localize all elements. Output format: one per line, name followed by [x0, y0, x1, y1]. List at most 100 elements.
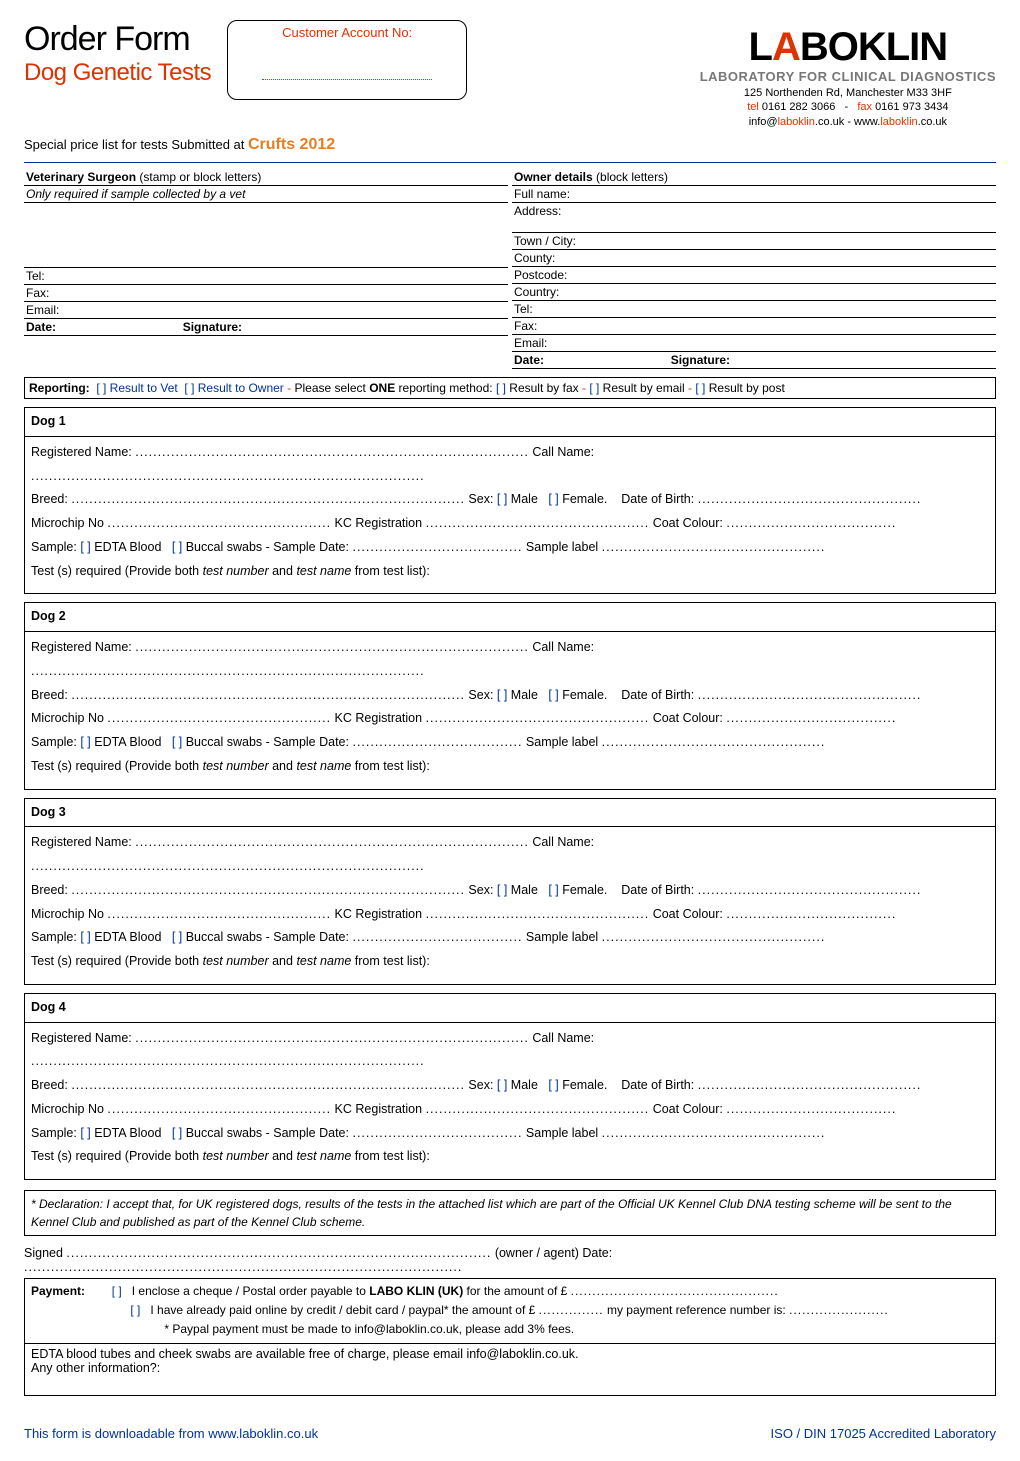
- dog-breed-line[interactable]: Breed: .................................…: [31, 879, 989, 903]
- special-price-line: Special price list for tests Submitted a…: [24, 136, 996, 154]
- checkbox-icon[interactable]: [ ]: [695, 381, 705, 395]
- dog-sample-line[interactable]: Sample: [ ] EDTA Blood [ ] Buccal swabs …: [31, 536, 989, 560]
- checkbox-icon[interactable]: [ ]: [184, 381, 194, 395]
- reporting-owner: Result to Owner: [194, 381, 287, 395]
- logo-post: BOKLIN: [800, 25, 947, 69]
- dog-box: Dog 2 Registered Name: .................…: [24, 602, 996, 789]
- owner-postcode[interactable]: Postcode:: [512, 267, 996, 284]
- vet-note: Only required if sample collected by a v…: [24, 186, 508, 203]
- owner-email[interactable]: Email:: [512, 335, 996, 352]
- owner-date-sig[interactable]: Date: Signature:: [512, 352, 996, 369]
- fax-label: fax: [857, 101, 875, 113]
- checkbox-icon[interactable]: [ ]: [496, 381, 506, 395]
- dog-reg-line[interactable]: Registered Name: .......................…: [31, 1027, 989, 1075]
- vet-blank-1[interactable]: [24, 203, 508, 267]
- dog-box: Dog 4 Registered Name: .................…: [24, 993, 996, 1180]
- dog-box: Dog 1 Registered Name: .................…: [24, 407, 996, 594]
- reporting-email: Result by email: [599, 381, 688, 395]
- reporting-post: Result by post: [705, 381, 784, 395]
- footer-right: ISO / DIN 17025 Accredited Laboratory: [771, 1426, 996, 1441]
- dog-header: Dog 2: [25, 605, 995, 632]
- owner-full-name[interactable]: Full name:: [512, 186, 996, 203]
- dog-breed-line[interactable]: Breed: .................................…: [31, 684, 989, 708]
- vet-fax[interactable]: Fax:: [24, 285, 508, 302]
- dog-chip-line[interactable]: Microchip No ...........................…: [31, 512, 989, 536]
- tel-label: tel: [747, 101, 762, 113]
- logo-phones: tel 0161 282 3066 - fax 0161 973 3434: [700, 100, 996, 115]
- owner-fax[interactable]: Fax:: [512, 318, 996, 335]
- owner-heading-bold: Owner details: [514, 170, 593, 184]
- owner-date-label: Date:: [514, 353, 544, 367]
- logo-tagline: LABORATORY FOR CLINICAL DIAGNOSTICS: [700, 68, 996, 86]
- dog-reg-line[interactable]: Registered Name: .......................…: [31, 831, 989, 879]
- customer-account-box[interactable]: Customer Account No:: [227, 20, 467, 100]
- payment-opt2-pre: I have already paid online by credit / d…: [150, 1303, 538, 1317]
- footer-line2[interactable]: Any other information?:: [31, 1361, 989, 1375]
- owner-country[interactable]: Country:: [512, 284, 996, 301]
- checkbox-icon[interactable]: [ ]: [589, 381, 599, 395]
- owner-town[interactable]: Town / City:: [512, 233, 996, 250]
- vet-heading-rest: (stamp or block letters): [136, 170, 261, 184]
- signed-pre: Signed: [24, 1246, 66, 1260]
- payment-opt1-post: for the amount of £: [463, 1284, 570, 1298]
- separator: [24, 162, 996, 163]
- dog-reg-line[interactable]: Registered Name: .......................…: [31, 441, 989, 489]
- reporting-please2: reporting method:: [395, 381, 496, 395]
- logo-pre: L: [749, 25, 772, 69]
- page-footer: This form is downloadable from www.labok…: [24, 1426, 996, 1441]
- special-pre: Special price list for tests Submitted a…: [24, 137, 248, 152]
- owner-tel[interactable]: Tel:: [512, 301, 996, 318]
- email-post: .co.uk: [815, 116, 844, 128]
- footer-left: This form is downloadable from www.labok…: [24, 1426, 318, 1441]
- owner-column: Owner details (block letters) Full name:…: [512, 169, 996, 369]
- checkbox-icon[interactable]: [ ]: [112, 1284, 122, 1298]
- vet-sig-label: Signature:: [183, 320, 242, 334]
- dog-container: Dog 1 Registered Name: .................…: [24, 407, 996, 1180]
- vet-email[interactable]: Email:: [24, 302, 508, 319]
- dog-tests-line[interactable]: Test (s) required (Provide both test num…: [31, 560, 989, 584]
- checkbox-icon[interactable]: [ ]: [130, 1303, 140, 1317]
- email-pre: info@: [749, 116, 778, 128]
- dog-chip-line[interactable]: Microchip No ...........................…: [31, 903, 989, 927]
- web-pre: - www.: [844, 116, 880, 128]
- logo-block: LABOKLIN LABORATORY FOR CLINICAL DIAGNOS…: [700, 20, 996, 130]
- owner-sig-label: Signature:: [671, 353, 730, 367]
- dog-tests-line[interactable]: Test (s) required (Provide both test num…: [31, 755, 989, 779]
- dog-breed-line[interactable]: Breed: .................................…: [31, 488, 989, 512]
- vet-heading: Veterinary Surgeon (stamp or block lette…: [24, 169, 508, 186]
- dog-header: Dog 3: [25, 801, 995, 828]
- payment-opt1-pre: I enclose a cheque / Postal order payabl…: [132, 1284, 370, 1298]
- account-box-label: Customer Account No:: [228, 25, 466, 40]
- signed-line[interactable]: Signed .................................…: [24, 1246, 996, 1274]
- owner-heading-rest: (block letters): [593, 170, 668, 184]
- reporting-fax: Result by fax: [506, 381, 582, 395]
- dog-breed-line[interactable]: Breed: .................................…: [31, 1074, 989, 1098]
- owner-county[interactable]: County:: [512, 250, 996, 267]
- dog-tests-line[interactable]: Test (s) required (Provide both test num…: [31, 950, 989, 974]
- payment-opt1-dots: ........................................…: [571, 1284, 779, 1298]
- payment-opt1-bold: LABO KLIN (UK): [369, 1284, 463, 1298]
- dog-sample-line[interactable]: Sample: [ ] EDTA Blood [ ] Buccal swabs …: [31, 1122, 989, 1146]
- footer-info-box: EDTA blood tubes and cheek swabs are ava…: [24, 1344, 996, 1396]
- dog-sample-line[interactable]: Sample: [ ] EDTA Blood [ ] Buccal swabs …: [31, 731, 989, 755]
- footer-line1: EDTA blood tubes and cheek swabs are ava…: [31, 1347, 989, 1361]
- declaration-text: * Declaration: I accept that, for UK reg…: [31, 1197, 952, 1229]
- dog-sample-line[interactable]: Sample: [ ] EDTA Blood [ ] Buccal swabs …: [31, 926, 989, 950]
- account-box-dotted: [228, 68, 466, 83]
- dog-reg-line[interactable]: Registered Name: .......................…: [31, 636, 989, 684]
- vet-tel[interactable]: Tel:: [24, 267, 508, 285]
- signed-mid: (owner / agent) Date:: [491, 1246, 612, 1260]
- web-domain: laboklin: [880, 116, 917, 128]
- signed-dots: ........................................…: [66, 1246, 491, 1260]
- logo: LABOKLIN: [700, 20, 996, 74]
- checkbox-icon[interactable]: [ ]: [96, 381, 106, 395]
- owner-address[interactable]: Address:: [512, 203, 996, 233]
- dog-chip-line[interactable]: Microchip No ...........................…: [31, 707, 989, 731]
- dog-chip-line[interactable]: Microchip No ...........................…: [31, 1098, 989, 1122]
- web-post: .co.uk: [918, 116, 947, 128]
- dog-tests-line[interactable]: Test (s) required (Provide both test num…: [31, 1145, 989, 1169]
- reporting-one: ONE: [369, 381, 395, 395]
- dog-header: Dog 4: [25, 996, 995, 1023]
- vet-date-sig[interactable]: Date: Signature:: [24, 319, 508, 336]
- logo-a: A: [772, 25, 800, 69]
